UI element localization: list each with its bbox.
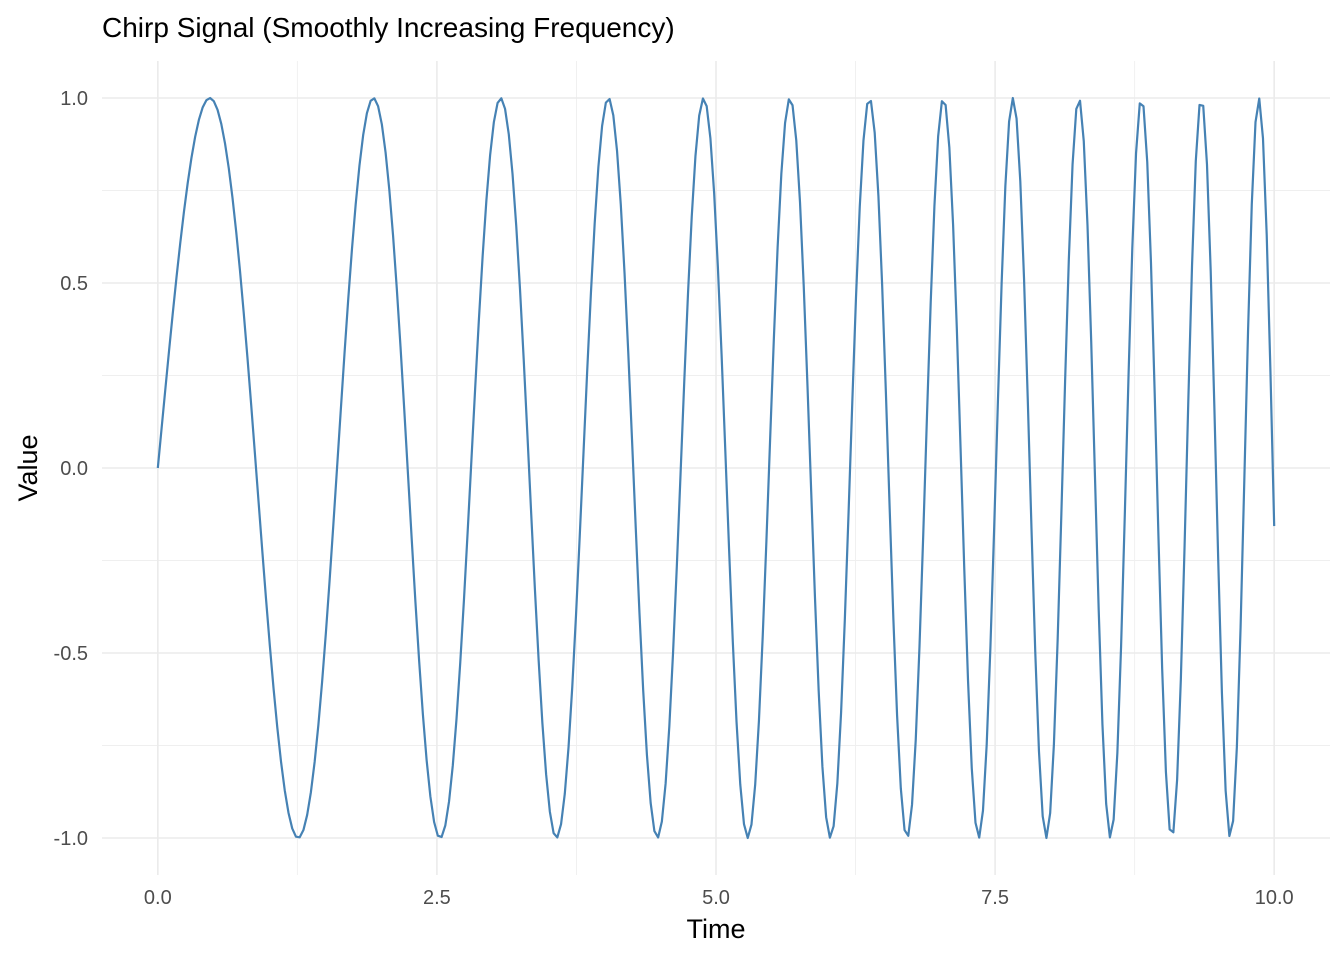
chirp-line-series: [156, 96, 1276, 840]
y-tick-label: -0.5: [54, 643, 88, 665]
y-tick-label: 0.0: [60, 458, 88, 480]
y-tick-label: 1.0: [60, 88, 88, 110]
x-tick-label: 5.0: [702, 887, 730, 909]
x-tick-label: 2.5: [423, 887, 451, 909]
y-tick-label: -1.0: [54, 828, 88, 850]
y-axis-title: Value: [13, 434, 43, 501]
x-axis-tick-labels: 0.0 2.5 5.0 7.5 10.0: [144, 887, 1294, 909]
grid-major-lines: [102, 61, 1330, 875]
x-tick-label: 10.0: [1255, 887, 1294, 909]
x-tick-label: 0.0: [144, 887, 172, 909]
y-axis-tick-labels: -1.0 -0.5 0.0 0.5 1.0: [54, 88, 88, 850]
y-tick-label: 0.5: [60, 273, 88, 295]
x-tick-label: 7.5: [981, 887, 1009, 909]
chart-title: Chirp Signal (Smoothly Increasing Freque…: [102, 12, 675, 43]
x-axis-title: Time: [687, 914, 746, 944]
